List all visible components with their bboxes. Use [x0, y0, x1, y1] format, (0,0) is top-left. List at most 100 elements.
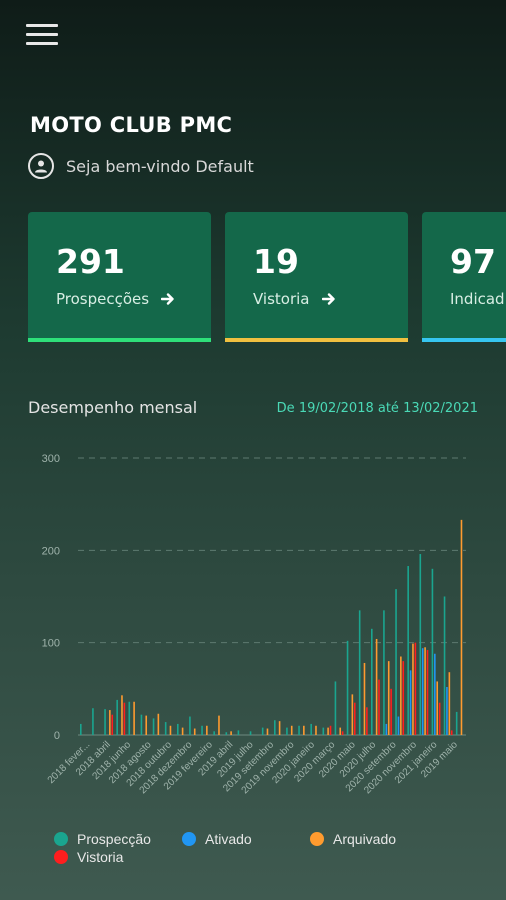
chart-bar	[436, 681, 439, 735]
chart-bar	[206, 725, 208, 735]
chart-bar	[213, 731, 215, 735]
chart-bar	[351, 694, 354, 735]
chart-bar	[426, 650, 429, 735]
chart-bar	[290, 725, 293, 735]
chart-bar	[366, 707, 368, 735]
chart-bar	[80, 723, 82, 735]
chart-bar	[111, 714, 114, 735]
legend-item-vistoria[interactable]: Vistoria	[54, 849, 123, 865]
card-label: Vistoria	[253, 290, 310, 308]
chart-bar	[278, 721, 281, 735]
summary-cards: 291 Prospecções 19 Vistoria 97 Indicad	[28, 212, 506, 344]
legend-item-ativado[interactable]: Ativado	[182, 831, 252, 847]
chart-bar	[249, 731, 252, 735]
chart-bar	[387, 661, 390, 735]
chart-bar	[455, 711, 458, 735]
chart-bar	[104, 709, 106, 735]
chart-bar	[421, 648, 424, 735]
chart-bar	[383, 610, 385, 735]
chart-bar	[329, 725, 332, 735]
chart-bar	[346, 640, 349, 735]
legend-item-prospeccao[interactable]: Prospecção	[54, 831, 151, 847]
card-label: Indicad	[450, 290, 505, 308]
chart-bar	[448, 672, 451, 735]
chart-bar	[446, 686, 448, 735]
chart-bar	[201, 725, 203, 735]
chart-bar	[353, 702, 356, 735]
chart-bar	[402, 661, 405, 735]
arrow-right-icon	[321, 293, 335, 305]
chart-bar	[116, 699, 118, 735]
chart-bar	[375, 638, 378, 735]
chart-bar	[334, 681, 337, 735]
chart-bar	[181, 727, 184, 735]
legend-label: Prospecção	[77, 831, 151, 847]
y-tick-label: 200	[42, 545, 60, 557]
chart-bar	[450, 730, 453, 735]
chart-bar	[412, 643, 414, 735]
card-prospeccoes[interactable]: 291 Prospecções	[28, 212, 211, 342]
chart-bar	[193, 728, 196, 735]
chart-bar	[414, 642, 417, 735]
chart-bar	[145, 715, 148, 735]
user-avatar-icon[interactable]	[28, 153, 54, 179]
chart-bar	[315, 725, 317, 735]
chart-bar	[363, 662, 366, 735]
card-label-row: Vistoria	[253, 290, 408, 308]
card-label-row: Indicad	[450, 290, 506, 308]
chart-bar	[438, 702, 441, 735]
y-tick-label: 0	[54, 730, 60, 742]
chart-bar	[92, 708, 94, 735]
chart-bar	[274, 720, 276, 735]
chart-bar	[261, 727, 264, 735]
chart-bar	[407, 566, 409, 735]
card-accent-bar	[225, 338, 408, 342]
chart-bar	[123, 702, 126, 735]
chart-bar	[419, 554, 422, 735]
hamburger-menu-icon[interactable]	[26, 24, 58, 48]
card-indicados[interactable]: 97 Indicad	[422, 212, 506, 342]
chart-legend: Prospecção Ativado Arquivado Vistoria	[54, 829, 474, 869]
date-range-filter[interactable]: De 19/02/2018 até 13/02/2021	[276, 401, 478, 416]
chart-bar	[310, 723, 312, 735]
chart-bar	[409, 670, 412, 735]
chart-bar	[286, 727, 288, 735]
chart-bar	[237, 730, 240, 735]
card-value: 97	[450, 242, 496, 281]
chart-bar	[395, 589, 397, 735]
welcome-text: Seja bem-vindo Default	[66, 156, 254, 176]
chart-bar	[157, 713, 160, 735]
chart-bar	[140, 714, 143, 735]
card-label-row: Prospecções	[56, 290, 211, 308]
arrow-right-icon	[161, 293, 174, 305]
chart-bar	[358, 610, 361, 735]
card-vistoria[interactable]: 19 Vistoria	[225, 212, 408, 342]
legend-item-arquivado[interactable]: Arquivado	[310, 831, 396, 847]
card-label: Prospecções	[56, 290, 150, 308]
y-tick-label: 300	[42, 453, 60, 465]
chart-bar	[225, 732, 228, 735]
chart-bar	[169, 725, 172, 735]
club-title: MOTO CLUB PMC	[30, 113, 233, 137]
chart-bar	[128, 701, 131, 735]
chart-bar	[390, 688, 392, 735]
chart-bar	[327, 727, 329, 735]
chart-bar	[341, 731, 344, 735]
chart-bar	[339, 727, 342, 735]
chart-bar	[230, 731, 232, 735]
welcome-row: Seja bem-vindo Default	[28, 153, 254, 179]
chart-bar	[322, 727, 325, 735]
chart-bar	[378, 679, 380, 735]
legend-dot	[54, 850, 68, 864]
chart-bar	[164, 722, 167, 735]
chart-bar	[152, 718, 155, 735]
chart-bar	[109, 710, 111, 735]
chart-bar	[371, 628, 373, 735]
legend-label: Vistoria	[77, 849, 124, 865]
card-accent-bar	[422, 338, 506, 342]
chart-bar	[121, 695, 123, 735]
performance-title: Desempenho mensal	[28, 398, 198, 417]
chart-bar	[431, 568, 434, 735]
legend-label: Arquivado	[333, 831, 397, 847]
